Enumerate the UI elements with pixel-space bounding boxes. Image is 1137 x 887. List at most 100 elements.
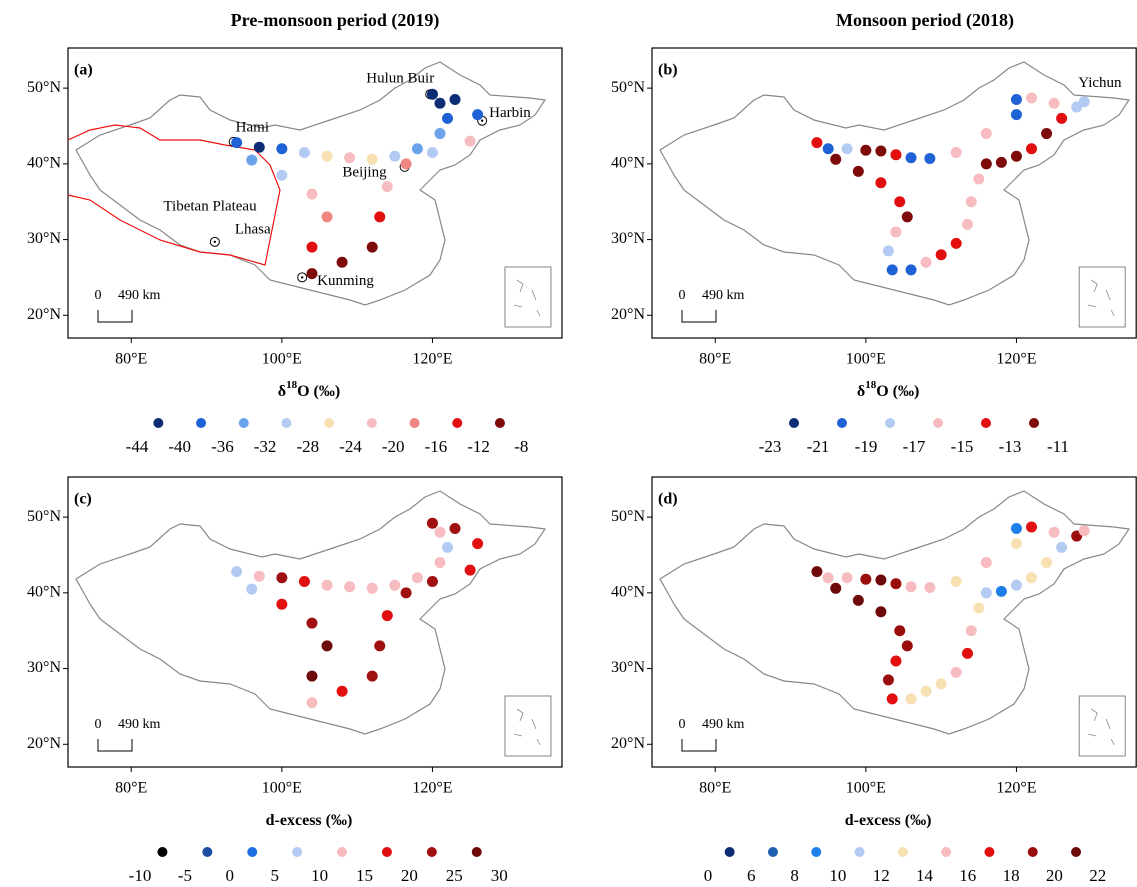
x-tick-label: 80°E [699,780,731,797]
axis-title: d-excess (‰) [845,812,932,829]
sample-point [894,196,906,208]
sample-point [246,583,258,595]
sample-point [875,145,887,157]
colorbar-label: -44 [126,437,149,456]
column-title: Monsoon period (2018) [836,10,1014,31]
sample-point [434,557,446,569]
sample-point [905,152,917,164]
colorbar-swatch [337,847,348,857]
colorbar-swatch [324,418,335,428]
colorbar-swatch [366,418,377,428]
axis-title-part: d-excess (‰) [266,812,353,829]
scale-length: 490 km [118,717,161,732]
sample-point [449,522,461,534]
sample-point [962,647,974,659]
sample-point [852,594,864,606]
sample-point [306,670,318,682]
sample-point [924,153,936,165]
x-tick-label: 100°E [262,780,302,797]
colorbar-label: 6 [747,866,756,885]
sample-point [449,93,461,105]
colorbar-label: 25 [446,866,463,885]
x-tick-label: 120°E [412,351,452,368]
colorbar-label: 22 [1089,866,1106,885]
sample-point [875,606,887,618]
sample-point [901,211,913,223]
colorbar-swatch [933,418,943,428]
sample-point [442,112,454,124]
colorbar-label: -24 [339,437,362,456]
colorbar-label: -5 [178,866,192,885]
sample-point [841,572,853,584]
scale-zero: 0 [95,288,102,303]
colorbar-label: -13 [999,437,1022,456]
sample-point [890,578,902,590]
sample-point [1010,538,1022,550]
sample-point [965,625,977,637]
colorbar-swatch [984,847,995,857]
sample-point [336,685,348,697]
colorbar-label: 0 [226,866,235,885]
y-tick-label: 50°N [27,508,61,525]
colorbar-swatch [196,418,207,428]
sample-point [306,268,318,280]
sample-point [882,245,894,257]
sample-point [875,574,887,586]
colorbar-label: -17 [903,437,926,456]
sample-point [822,572,834,584]
sample-point [1048,97,1060,109]
colorbar-label: -19 [855,437,878,456]
colorbar-label: -23 [759,437,782,456]
colorbar-swatch [238,418,249,428]
y-tick-label: 50°N [611,508,645,525]
sample-point [811,137,823,149]
sample-point [1010,150,1022,162]
map-panel: (b) 20°N 30°N 40°N 50°N 80°E 100°E 120°E δ18O (‰… [611,47,1137,400]
sample-point [321,640,333,652]
sample-point [860,144,872,156]
colorbar-label: -20 [382,437,405,456]
sample-point [321,150,333,162]
sample-point [306,617,318,629]
sample-point [253,141,265,153]
sample-point [920,685,932,697]
sample-point [830,582,842,594]
sample-point [890,655,902,667]
y-tick-label: 50°N [27,79,61,96]
place-label: Hami [236,119,269,135]
sample-point [1048,526,1060,538]
axis-title-part: 18 [865,379,877,391]
sample-point [830,153,842,165]
sample-point [442,541,454,553]
sample-point [1026,92,1038,104]
sample-point [950,666,962,678]
colorbar-swatch [292,847,303,857]
scale-length: 490 km [118,288,161,303]
map-panel: (d) 20°N 30°N 40°N 50°N 80°E 100°E 120°E d-exces… [611,476,1137,829]
axis-title-part: δ [278,383,286,400]
sample-point [464,564,476,576]
axis-title-part: O (‰) [297,383,340,400]
colorbar-label: -10 [129,866,152,885]
sample-point [366,582,378,594]
scale-bar [97,310,133,323]
colorbar-label: -36 [211,437,234,456]
sample-point [426,517,438,529]
colorbar-swatch [941,847,952,857]
colorbar-label: -12 [467,437,490,456]
colorbar-label: -40 [168,437,191,456]
sample-point [426,88,438,100]
sample-point [980,128,992,140]
sample-point [411,143,423,155]
colorbar-label: 18 [1003,866,1020,885]
colorbar-swatch [471,847,482,857]
place-label: Yichun [1078,75,1122,91]
axis-title-part: 18 [286,379,298,391]
colorbar-label: 8 [790,866,799,885]
sample-point [298,146,310,158]
sample-point [852,165,864,177]
x-tick-label: 100°E [846,780,886,797]
sample-point [381,610,393,622]
sample-point [886,264,898,276]
sample-point [366,670,378,682]
